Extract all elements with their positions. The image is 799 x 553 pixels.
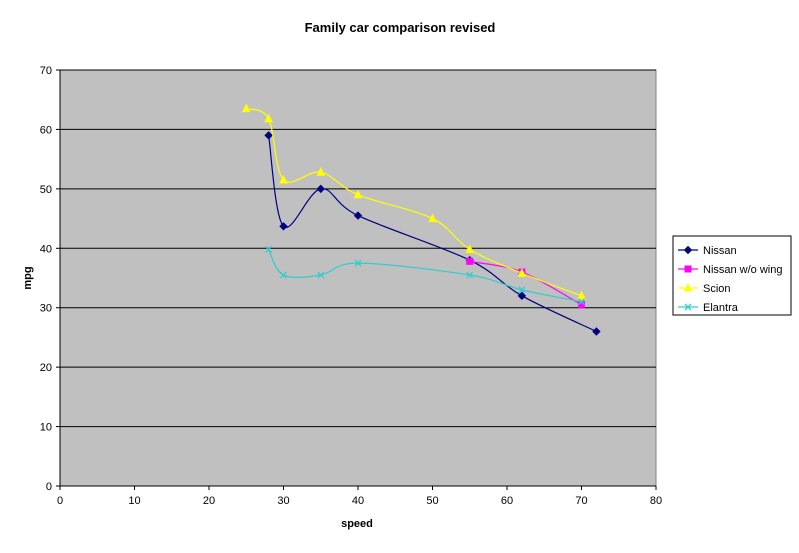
- legend: Nissan Nissan w/o wing Scion Elantra: [672, 235, 792, 316]
- data-point-scion-4: [353, 189, 363, 199]
- gridlines: [60, 69, 656, 428]
- data-point-scion-6: [465, 244, 475, 253]
- legend-item-elantra: Elantra: [678, 302, 739, 314]
- legend-marker-scion: [683, 282, 693, 292]
- legend-box: [672, 235, 792, 316]
- data-point-nissan-0: [264, 131, 273, 140]
- x-tick-label-4: 40: [352, 495, 364, 507]
- data-point-elantra-6: [578, 298, 585, 306]
- data-point-elantra-2: [317, 271, 325, 279]
- y-tick-label-3: 30: [40, 303, 52, 315]
- x-tick-label-3: 30: [277, 495, 289, 507]
- legend-label-elantra: Elantra: [703, 302, 739, 314]
- data-point-nissan-6: [592, 327, 601, 336]
- data-point-elantra-5: [518, 286, 526, 294]
- data-point-elantra-4: [466, 271, 474, 279]
- legend-item-nissan: Nissan: [678, 245, 737, 257]
- series-lines: [241, 103, 601, 336]
- data-point-elantra-0: [265, 246, 273, 253]
- x-axis-title: speed: [341, 518, 373, 530]
- data-point-scion-8: [577, 290, 586, 300]
- legend-marker-nissan-w-o-wing: [684, 265, 692, 273]
- y-tick-label-6: 60: [40, 124, 52, 136]
- x-tick-label-2: 20: [203, 495, 215, 507]
- series-elantra: [265, 246, 585, 306]
- chart-title: Family car comparison revised: [305, 20, 496, 35]
- data-point-elantra-3: [354, 259, 362, 267]
- legend-item-scion: Scion: [678, 282, 731, 295]
- data-point-nissan-w-o-wing-0: [466, 257, 474, 265]
- data-point-scion-2: [279, 174, 288, 184]
- legend-marker-elantra: [684, 303, 692, 311]
- x-tick-label-1: 10: [128, 495, 140, 507]
- data-point-scion-1: [264, 113, 273, 123]
- x-tick-label-8: 80: [650, 495, 662, 507]
- x-tick-label-6: 60: [501, 495, 513, 507]
- legend-item-nissan-w-o-wing: Nissan w/o wing: [678, 264, 782, 276]
- y-tick-label-7: 70: [40, 65, 52, 77]
- y-tick-label-2: 20: [40, 362, 52, 374]
- data-point-scion-7: [517, 268, 527, 277]
- y-tick-label-4: 40: [40, 243, 52, 255]
- data-point-nissan-5: [517, 291, 527, 301]
- data-point-scion-3: [316, 167, 326, 176]
- axes: 0 10 20 30 40 50 60 70 0 10 20 30 40 50 60 70 80: [40, 65, 662, 507]
- data-point-scion-5: [428, 213, 437, 223]
- data-point-scion-0: [241, 103, 251, 113]
- legend-marker-nissan: [683, 245, 693, 255]
- legend-label-nissan: Nissan: [703, 245, 737, 257]
- plot-area: [59, 69, 657, 487]
- data-point-nissan-2: [316, 184, 325, 194]
- legend-label-scion: Scion: [703, 283, 731, 295]
- x-tick-label-0: 0: [57, 495, 63, 507]
- series-scion: [241, 103, 586, 300]
- x-tick-label-5: 50: [426, 495, 438, 507]
- y-axis-title: mpg: [22, 266, 34, 289]
- data-point-nissan-1: [279, 222, 288, 231]
- y-tick-label-0: 0: [46, 481, 52, 493]
- y-tick-label-1: 10: [40, 422, 52, 434]
- data-point-nissan-3: [353, 211, 363, 220]
- data-point-elantra-1: [280, 271, 287, 279]
- x-tick-label-7: 70: [575, 495, 587, 507]
- legend-label-nissan-w-o-wing: Nissan w/o wing: [703, 264, 782, 276]
- y-tick-label-5: 50: [40, 184, 52, 196]
